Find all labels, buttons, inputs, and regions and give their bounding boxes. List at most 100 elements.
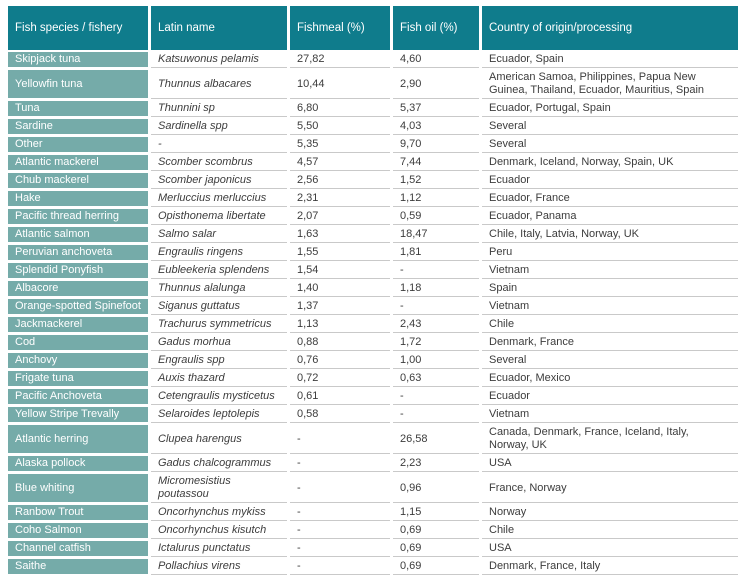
fishmeal-cell: 0,76 bbox=[290, 353, 390, 369]
table-row: Yellow Stripe Trevally Selaroides leptol… bbox=[8, 407, 738, 423]
species-cell: Frigate tuna bbox=[8, 371, 148, 387]
fish-oil-cell: 26,58 bbox=[393, 425, 479, 454]
fishmeal-cell: 2,07 bbox=[290, 209, 390, 225]
fish-oil-cell: 0,59 bbox=[393, 209, 479, 225]
species-cell: Cod bbox=[8, 335, 148, 351]
countries-cell: Chile bbox=[482, 523, 738, 539]
countries-cell: France, Norway bbox=[482, 474, 738, 503]
species-cell: Pacific thread herring bbox=[8, 209, 148, 225]
fish-oil-cell: - bbox=[393, 389, 479, 405]
latin-name-cell: Micromesistius poutassou bbox=[151, 474, 287, 503]
latin-name-cell: Cetengraulis mysticetus bbox=[151, 389, 287, 405]
latin-name-cell: Thunnus albacares bbox=[151, 70, 287, 99]
species-cell: Atlantic mackerel bbox=[8, 155, 148, 171]
fish-oil-cell: 1,81 bbox=[393, 245, 479, 261]
table-row: Coho Salmon Oncorhynchus kisutch - 0,69 … bbox=[8, 523, 738, 539]
species-cell: Yellow Stripe Trevally bbox=[8, 407, 148, 423]
table-row: Frigate tuna Auxis thazard 0,72 0,63 Ecu… bbox=[8, 371, 738, 387]
countries-cell: Canada, Denmark, France, Iceland, Italy,… bbox=[482, 425, 738, 454]
header-row: Fish species / fishery Latin name Fishme… bbox=[8, 6, 738, 50]
fishmeal-cell: 1,63 bbox=[290, 227, 390, 243]
latin-name-cell: Gadus morhua bbox=[151, 335, 287, 351]
table-row: Blue whiting Micromesistius poutassou - … bbox=[8, 474, 738, 503]
fish-oil-cell: 0,69 bbox=[393, 541, 479, 557]
countries-cell: USA bbox=[482, 456, 738, 472]
latin-name-cell: Engraulis ringens bbox=[151, 245, 287, 261]
fishmeal-cell: 0,88 bbox=[290, 335, 390, 351]
table-row: Atlantic mackerel Scomber scombrus 4,57 … bbox=[8, 155, 738, 171]
latin-name-cell: Pollachius virens bbox=[151, 559, 287, 575]
table-row: Chub mackerel Scomber japonicus 2,56 1,5… bbox=[8, 173, 738, 189]
countries-cell: Vietnam bbox=[482, 299, 738, 315]
fishmeal-cell: 2,31 bbox=[290, 191, 390, 207]
table-row: Pacific Anchoveta Cetengraulis mysticetu… bbox=[8, 389, 738, 405]
fish-oil-cell: 7,44 bbox=[393, 155, 479, 171]
latin-name-cell: Siganus guttatus bbox=[151, 299, 287, 315]
fishmeal-cell: 5,35 bbox=[290, 137, 390, 153]
fishmeal-cell: - bbox=[290, 474, 390, 503]
fishmeal-cell: 27,82 bbox=[290, 52, 390, 68]
countries-cell: Peru bbox=[482, 245, 738, 261]
species-cell: Splendid Ponyfish bbox=[8, 263, 148, 279]
species-cell: Chub mackerel bbox=[8, 173, 148, 189]
table-row: Cod Gadus morhua 0,88 1,72 Denmark, Fran… bbox=[8, 335, 738, 351]
fish-oil-cell: 18,47 bbox=[393, 227, 479, 243]
fish-oil-cell: 1,12 bbox=[393, 191, 479, 207]
species-cell: Skipjack tuna bbox=[8, 52, 148, 68]
latin-name-cell: Gadus chalcogrammus bbox=[151, 456, 287, 472]
countries-cell: Ecuador, Spain bbox=[482, 52, 738, 68]
species-cell: Alaska pollock bbox=[8, 456, 148, 472]
species-cell: Yellowfin tuna bbox=[8, 70, 148, 99]
latin-name-cell: Oncorhynchus kisutch bbox=[151, 523, 287, 539]
latin-name-cell: Scomber japonicus bbox=[151, 173, 287, 189]
countries-cell: Spain bbox=[482, 281, 738, 297]
countries-cell: Several bbox=[482, 353, 738, 369]
latin-name-cell: Thunnini sp bbox=[151, 101, 287, 117]
countries-cell: Denmark, Iceland, Norway, Spain, UK bbox=[482, 155, 738, 171]
table-row: Atlantic herring Clupea harengus - 26,58… bbox=[8, 425, 738, 454]
fish-oil-cell: 0,96 bbox=[393, 474, 479, 503]
latin-name-cell: Eubleekeria splendens bbox=[151, 263, 287, 279]
latin-name-cell: Merluccius merluccius bbox=[151, 191, 287, 207]
fishmeal-cell: 1,37 bbox=[290, 299, 390, 315]
table-row: Jackmackerel Trachurus symmetricus 1,13 … bbox=[8, 317, 738, 333]
fish-oil-cell: 4,60 bbox=[393, 52, 479, 68]
countries-cell: Several bbox=[482, 137, 738, 153]
fishmeal-cell: 10,44 bbox=[290, 70, 390, 99]
fishmeal-cell: 0,58 bbox=[290, 407, 390, 423]
species-cell: Orange-spotted Spinefoot bbox=[8, 299, 148, 315]
fish-oil-cell: 0,69 bbox=[393, 559, 479, 575]
countries-cell: Vietnam bbox=[482, 407, 738, 423]
table-row: Skipjack tuna Katsuwonus pelamis 27,82 4… bbox=[8, 52, 738, 68]
countries-cell: Chile bbox=[482, 317, 738, 333]
countries-cell: Ecuador, Panama bbox=[482, 209, 738, 225]
latin-name-cell: Selaroides leptolepis bbox=[151, 407, 287, 423]
fishmeal-fishoil-table: Fish species / fishery Latin name Fishme… bbox=[5, 4, 741, 577]
table-row: Albacore Thunnus alalunga 1,40 1,18 Spai… bbox=[8, 281, 738, 297]
fish-oil-cell: - bbox=[393, 263, 479, 279]
table-row: Saithe Pollachius virens - 0,69 Denmark,… bbox=[8, 559, 738, 575]
species-cell: Hake bbox=[8, 191, 148, 207]
column-header-fishmeal: Fishmeal (%) bbox=[290, 6, 390, 50]
countries-cell: Denmark, France bbox=[482, 335, 738, 351]
species-cell: Saithe bbox=[8, 559, 148, 575]
latin-name-cell: Katsuwonus pelamis bbox=[151, 52, 287, 68]
latin-name-cell: Engraulis spp bbox=[151, 353, 287, 369]
fish-oil-cell: 1,52 bbox=[393, 173, 479, 189]
table-body: Skipjack tuna Katsuwonus pelamis 27,82 4… bbox=[8, 52, 738, 575]
fishmeal-cell: - bbox=[290, 456, 390, 472]
latin-name-cell: Scomber scombrus bbox=[151, 155, 287, 171]
latin-name-cell: Ictalurus punctatus bbox=[151, 541, 287, 557]
countries-cell: Norway bbox=[482, 505, 738, 521]
species-cell: Atlantic herring bbox=[8, 425, 148, 454]
table-row: Yellowfin tuna Thunnus albacares 10,44 2… bbox=[8, 70, 738, 99]
countries-cell: Ecuador, Mexico bbox=[482, 371, 738, 387]
countries-cell: Several bbox=[482, 119, 738, 135]
fishmeal-cell: 1,55 bbox=[290, 245, 390, 261]
column-header-countries: Country of origin/processing bbox=[482, 6, 738, 50]
countries-cell: American Samoa, Philippines, Papua New G… bbox=[482, 70, 738, 99]
fish-oil-cell: 2,23 bbox=[393, 456, 479, 472]
latin-name-cell: Auxis thazard bbox=[151, 371, 287, 387]
countries-cell: Ecuador, Portugal, Spain bbox=[482, 101, 738, 117]
fishmeal-cell: 2,56 bbox=[290, 173, 390, 189]
